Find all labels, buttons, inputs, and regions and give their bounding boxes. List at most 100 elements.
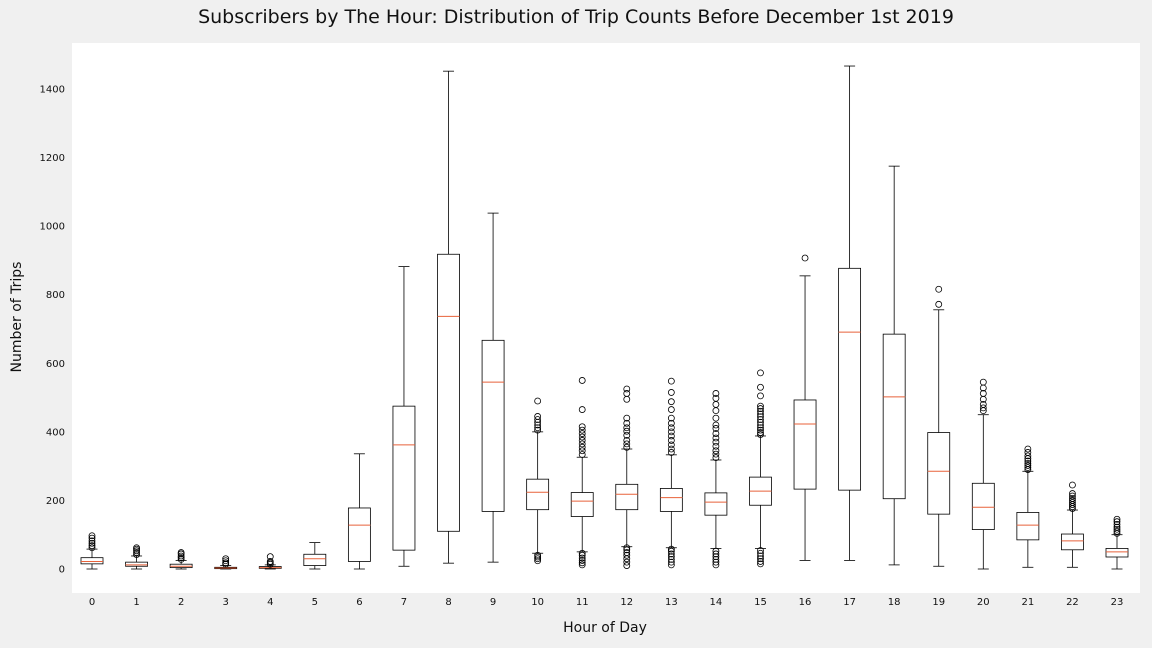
flier-point [623,437,631,444]
flier-point [667,445,675,453]
box-iqr [80,557,104,565]
flier-point [667,406,675,413]
x-tick-label: 8 [445,597,451,608]
flier-point [578,549,586,557]
flier-point [1113,523,1121,531]
flier-point [623,440,631,448]
flier-point [266,558,274,565]
flier-point [712,414,720,422]
y-ticks: 0 200 400 600 800 1000 1200 1400 [40,85,65,576]
flier-point [578,426,586,434]
flier-point [801,254,809,262]
flier-point [667,545,675,553]
flier-point [623,558,631,566]
box-iqr [481,339,505,512]
x-tick-label: 18 [888,597,901,608]
x-tick-label: 23 [1111,597,1124,608]
x-tick-label: 4 [267,597,273,608]
flier-point [712,425,720,432]
x-tick-label: 5 [312,597,318,608]
box-group-hour-13 [659,377,683,569]
flier-point [712,558,720,566]
flier-point [1024,449,1032,456]
flier-point [1024,452,1032,460]
x-tick-label: 14 [710,597,723,608]
box-iqr [1061,533,1084,551]
box-group-hour-18 [882,165,906,566]
flier-point [757,369,764,377]
flier-point [578,551,586,559]
x-tick-label: 0 [89,597,95,608]
flier-point [757,431,764,439]
flier-point [712,454,720,461]
flier-point [1024,457,1032,465]
flier-point [222,555,230,563]
flier-point [1024,462,1032,469]
flier-point [667,432,675,440]
flier-point [623,390,631,397]
y-axis-label: Number of Trips [9,261,25,373]
flier-point [1113,525,1121,533]
x-tick-label: 20 [977,597,990,608]
box-iqr [882,333,906,500]
flier-point [757,421,764,429]
flier-point [757,547,764,554]
x-tick-label: 22 [1066,597,1079,608]
flier-point [534,426,542,434]
box-iqr [392,405,416,551]
y-tick-label: 800 [46,290,65,301]
flier-point [757,418,764,426]
flier-point [1069,492,1076,500]
flier-point [623,443,631,451]
x-tick-label: 15 [754,597,767,608]
flier-point [667,389,675,396]
box-group-hour-23 [1105,515,1129,570]
box-group-hour-2 [169,549,193,570]
flier-point [88,537,96,545]
box-group-hour-3 [214,555,238,570]
flier-point [667,449,675,456]
flier-point [623,414,631,422]
box-group-hour-5 [303,542,327,570]
flier-point [578,406,586,413]
flier-point [667,424,675,432]
box-group-hour-14 [704,390,728,569]
x-tick-label: 9 [490,597,496,608]
flier-point [757,413,764,421]
flier-point [935,285,943,293]
box-iqr [526,478,550,511]
flier-point [133,549,140,556]
flier-point [88,542,96,550]
flier-point [712,556,720,563]
flier-point [623,546,631,554]
flier-point [578,443,586,451]
y-tick-label: 600 [46,359,65,370]
boxes-layer [80,65,1129,570]
flier-point [667,558,675,566]
chart-title: Subscribers by The Hour: Distribution of… [198,6,954,28]
flier-point [623,551,631,559]
flier-point [1113,518,1121,526]
box-group-hour-8 [437,70,460,564]
flier-point [757,405,764,412]
box-iqr [347,507,371,562]
box-iqr [1016,512,1040,541]
flier-point [1069,499,1076,506]
flier-point [667,547,675,555]
flier-point [712,553,720,561]
flier-point [177,554,185,562]
flier-point [1069,490,1076,497]
flier-point [222,559,230,567]
flier-point [712,438,720,446]
box-iqr [125,561,148,567]
flier-point [712,447,720,455]
x-tick-label: 7 [401,597,407,608]
flier-point [578,447,586,455]
flier-point [1024,445,1032,453]
x-tick-label: 1 [133,597,139,608]
flier-point [757,426,764,434]
flier-point [88,532,96,540]
flier-point [667,553,675,561]
